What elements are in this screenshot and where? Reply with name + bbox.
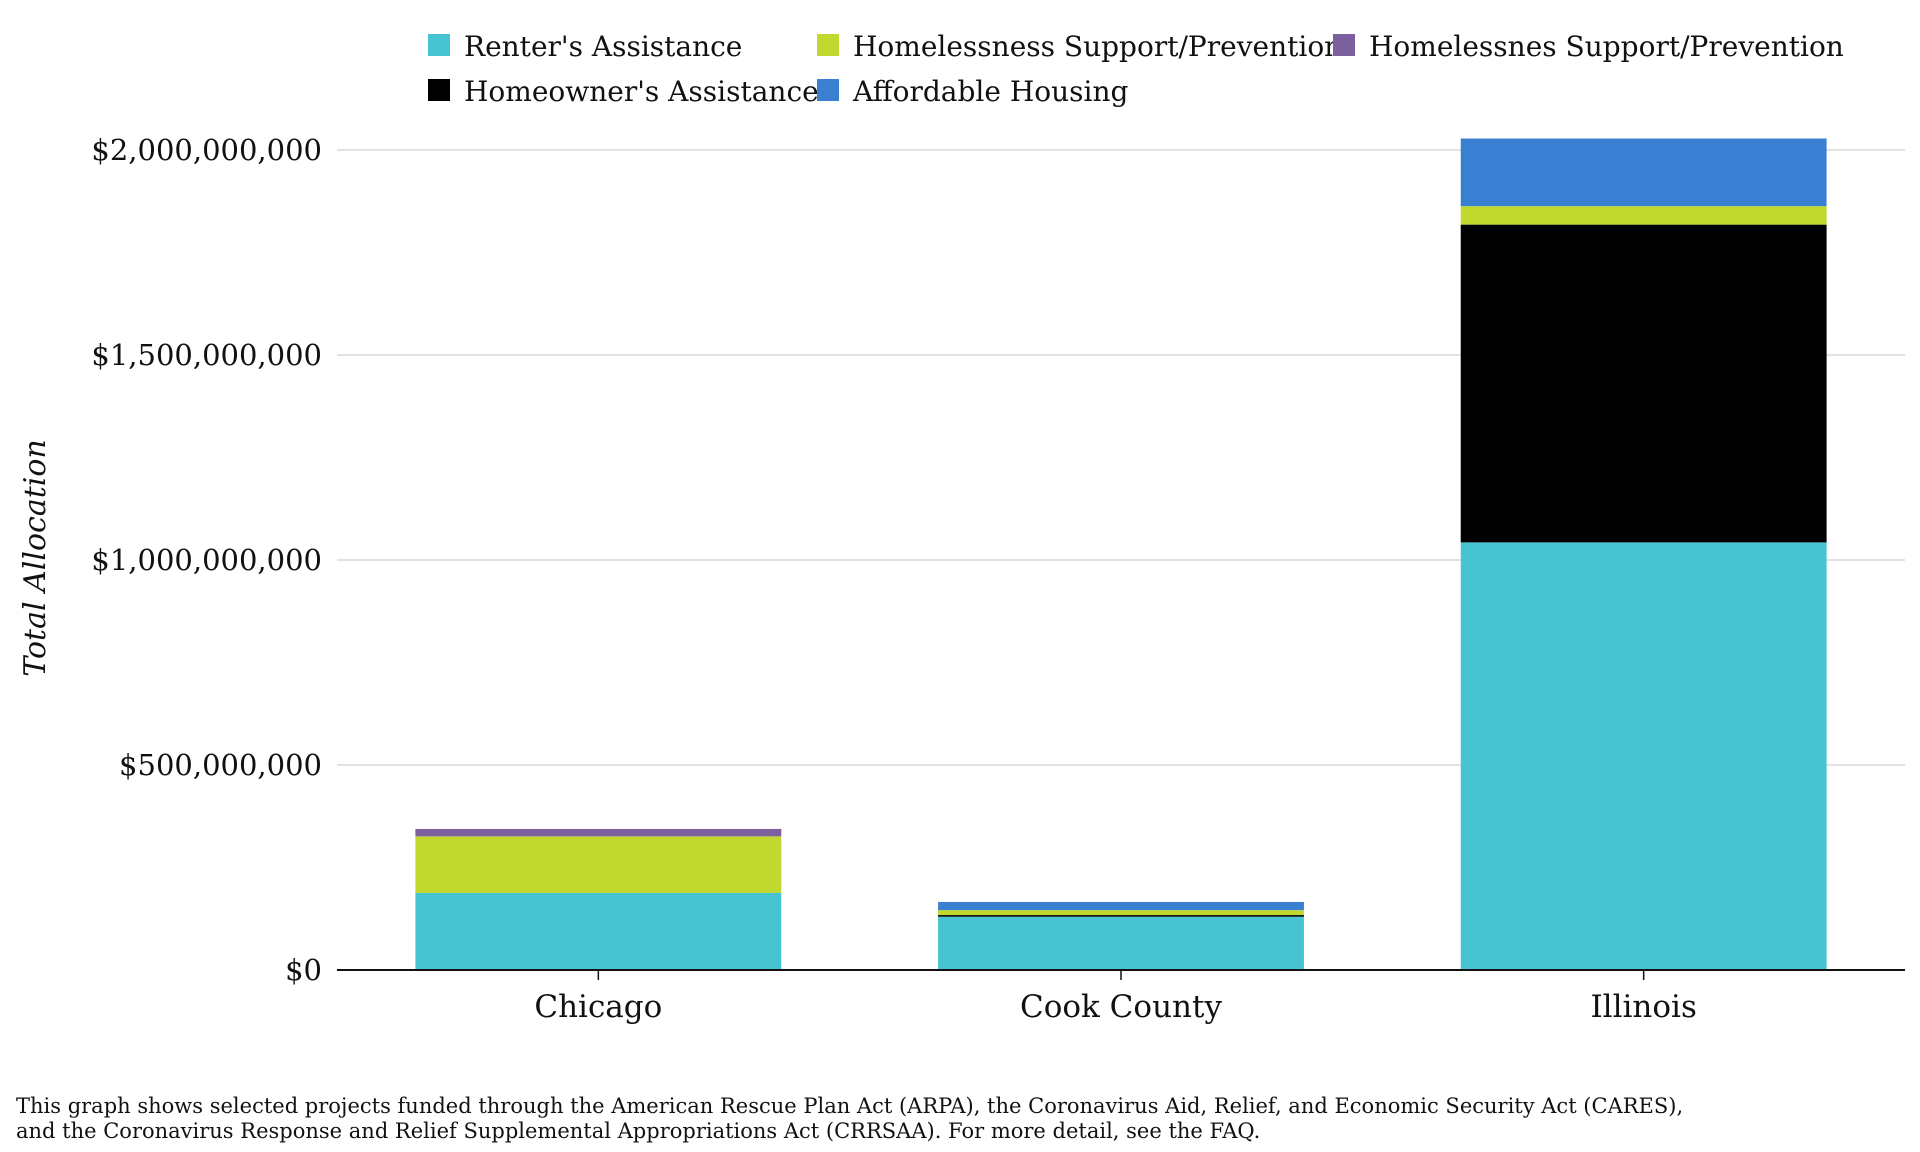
bar-segment [938,901,1304,911]
y-axis-ticks: $0 $500,000,000 $1,000,000,000 $1,500,000,0… [91,133,322,987]
legend-item: Homelessnes Support/Prevention [1333,30,1844,63]
legend-label: Homeowner's Assistance [464,75,819,108]
footnote: This graph shows selected projects funde… [16,1094,1896,1144]
legend-item: Renter's Assistance [428,30,742,63]
legend-swatch [428,34,450,56]
legend-swatch [1333,34,1355,56]
legend-swatch [817,79,839,101]
y-tick-label: $2,000,000,000 [91,133,322,167]
x-tick-label: Illinois [1590,989,1696,1025]
legend-label: Renter's Assistance [464,30,742,63]
bar-segment [1460,542,1827,970]
legend-swatch [428,79,450,101]
bar-segment [1460,206,1827,225]
y-tick-label: $500,000,000 [119,748,322,782]
bars [415,138,1827,970]
legend-label: Affordable Housing [852,75,1128,108]
bar-segment [1460,224,1827,543]
footnote-line-1: This graph shows selected projects funde… [16,1094,1684,1118]
bar-segment [1460,138,1827,207]
y-tick-label: $1,000,000,000 [91,543,322,577]
x-tick-label: Cook County [1020,989,1222,1025]
x-tick-label: Chicago [534,989,662,1025]
bar-segment [938,915,1304,917]
legend-item: Homeowner's Assistance [428,75,819,108]
legend: Renter's Assistance Homelessness Support/… [428,30,1844,108]
y-tick-label: $0 [285,953,322,987]
legend-label: Homelessnes Support/Prevention [1369,30,1844,63]
legend-label: Homelessness Support/Prevention [853,30,1342,63]
bar-segment [415,828,782,837]
bar-segment [415,892,782,970]
footnote-line-2: and the Coronavirus Response and Relief … [16,1119,1261,1143]
legend-item: Homelessness Support/Prevention [817,30,1342,63]
x-axis: Chicago Cook County Illinois [337,969,1905,1025]
stacked-bar-chart: $0 $500,000,000 $1,000,000,000 $1,500,000,0… [18,30,1905,1025]
bar-segment [415,836,782,893]
bar-segment [938,910,1304,916]
legend-swatch [817,34,839,56]
bar-segment [938,916,1304,970]
legend-item: Affordable Housing [817,75,1128,108]
y-tick-label: $1,500,000,000 [91,338,322,372]
y-axis-title: Total Allocation [18,439,53,676]
